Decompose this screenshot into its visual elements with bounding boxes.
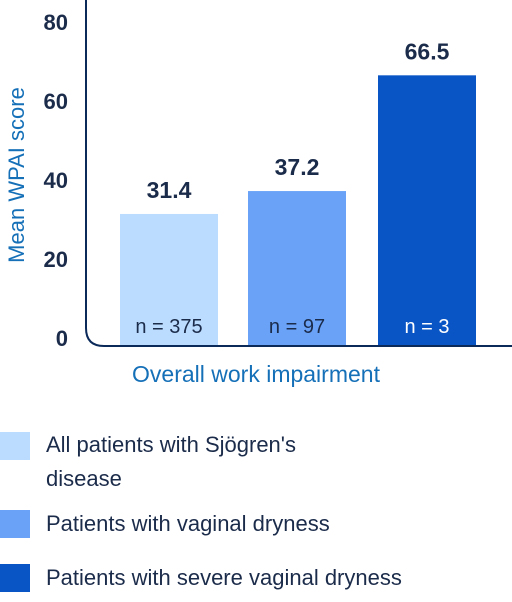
y-axis-label: Mean WPAI score [4,87,29,263]
y-tick-label: 40 [44,168,68,193]
y-tick-label: 0 [56,326,68,351]
y-tick-label: 60 [44,89,68,114]
bar [248,191,346,345]
y-tick-label: 80 [44,10,68,35]
bar-n-label: n = 3 [404,316,449,338]
bar [378,75,476,345]
bar-value-label: 66.5 [405,38,450,64]
bar [120,213,218,345]
y-tick-label: 20 [44,247,68,272]
x-axis-label: Overall work impairment [132,361,381,387]
bar-n-label: n = 97 [269,316,325,338]
bar-chart: Mean WPAI score 0 20 40 60 80 31.4 n = 375 37.… [4,0,512,387]
axis-line [85,0,512,347]
legend-label: Patients with severe vaginal dryness [46,565,402,590]
bar-value-label: 31.4 [147,177,192,203]
bar-n-label: n = 375 [135,316,202,338]
legend-swatch [0,564,30,592]
bar-value-label: 37.2 [275,154,320,180]
legend-label: Patients with vaginal dryness [46,511,330,536]
legend-swatch [0,510,30,538]
legend-label: All patients with Sjögren's disease [46,432,296,491]
legend-swatch [0,432,30,460]
